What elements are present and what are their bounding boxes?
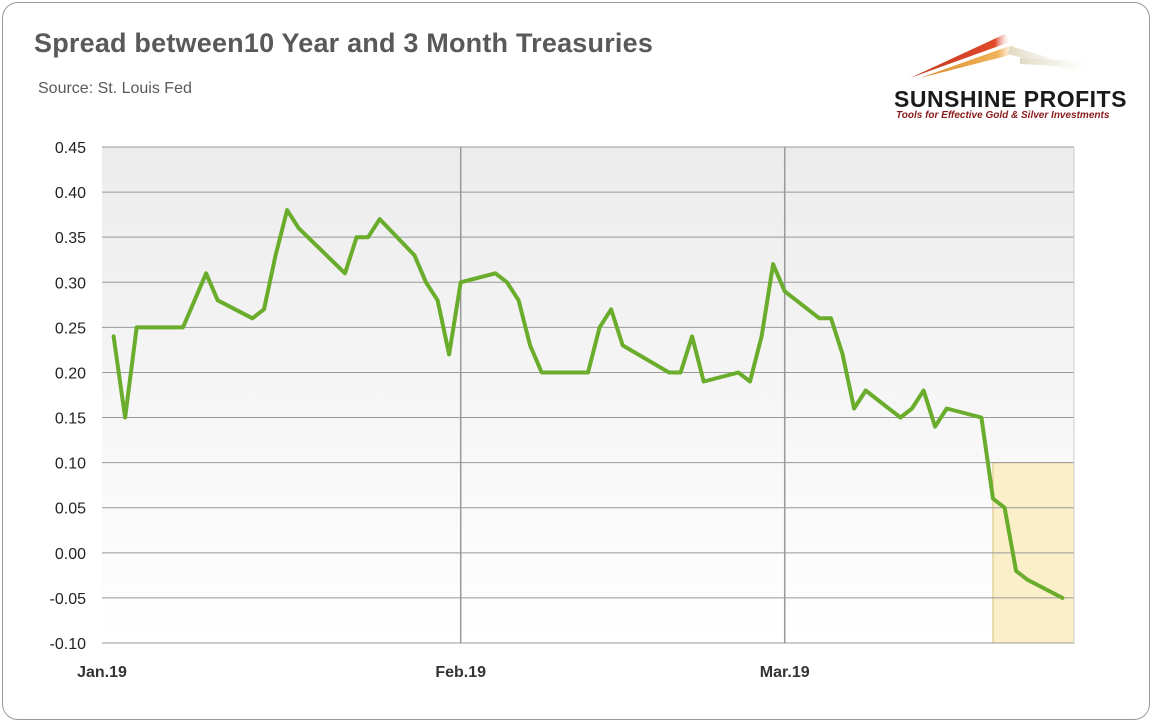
- y-tick-label: 0.35: [55, 230, 86, 247]
- y-tick-label: 0.25: [55, 320, 86, 337]
- y-tick-label: 0.15: [55, 411, 86, 428]
- chart-title: Spread between10 Year and 3 Month Treasu…: [34, 28, 654, 58]
- x-tick-label: Feb.19: [435, 664, 486, 681]
- logo-tagline: Tools for Effective Gold & Silver Invest…: [896, 110, 1110, 121]
- y-tick-label: 0.45: [55, 140, 86, 157]
- logo-brand: SUNSHINE PROFITS: [894, 86, 1127, 112]
- x-tick-label: Jan.19: [77, 664, 127, 681]
- x-tick-label: Mar.19: [760, 664, 810, 681]
- y-tick-label: 0.10: [55, 456, 86, 473]
- y-tick-label: 0.30: [55, 275, 86, 292]
- y-tick-label: 0.05: [55, 501, 86, 518]
- y-tick-label: -0.10: [50, 636, 87, 653]
- source-note: Source: St. Louis Fed: [38, 80, 192, 97]
- y-tick-label: 0.00: [55, 546, 86, 563]
- logo-arrows-icon: [910, 34, 1095, 78]
- plot-area: [102, 147, 1074, 643]
- sunshine-profits-logo: SUNSHINE PROFITS Tools for Effective Gol…: [880, 20, 1130, 130]
- series-line: [111, 208, 1065, 600]
- y-tick-label: -0.05: [50, 591, 87, 608]
- y-tick-label: 0.40: [55, 185, 86, 202]
- y-tick-label: 0.20: [55, 365, 86, 382]
